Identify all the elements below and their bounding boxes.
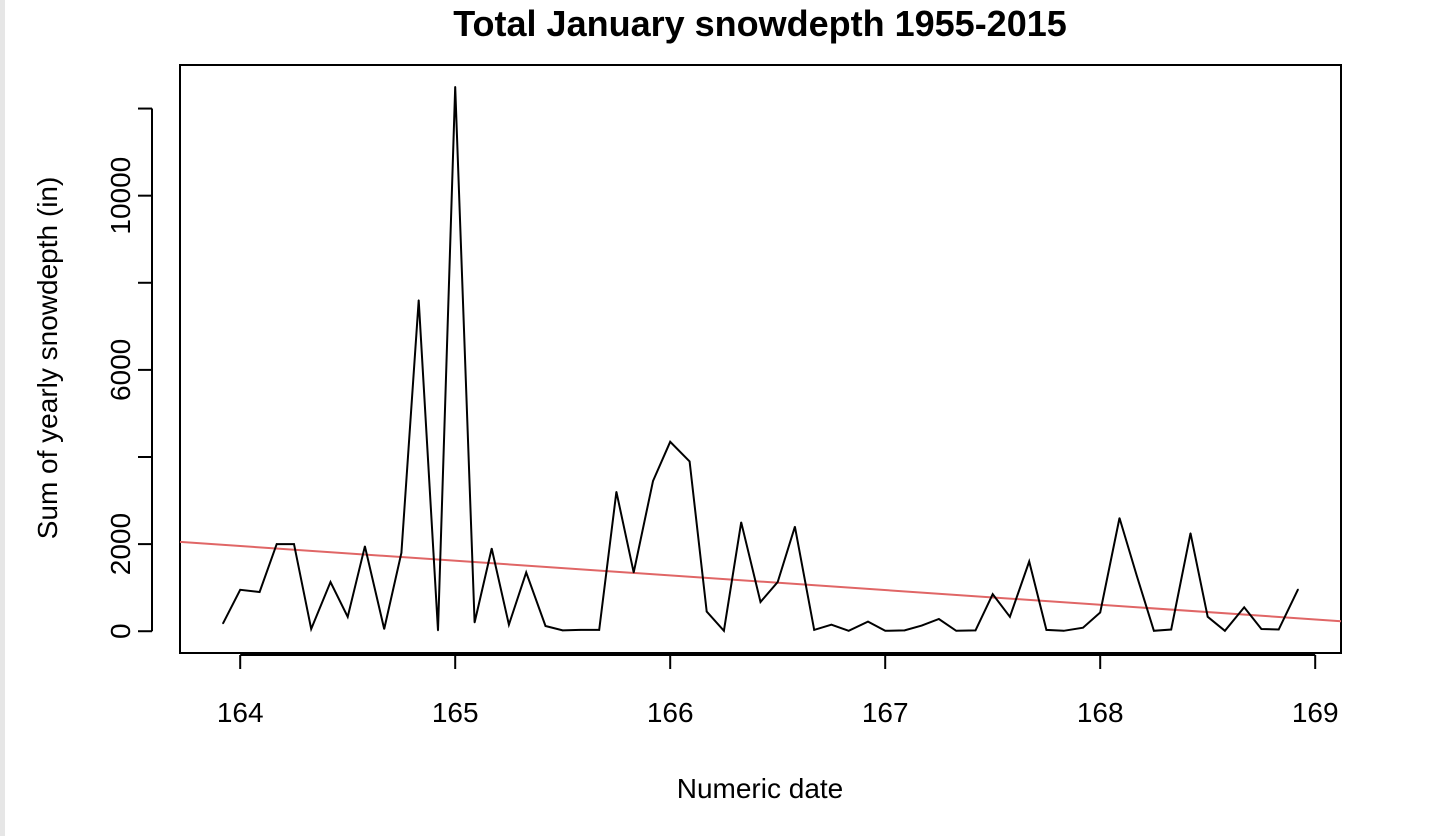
data-point [632, 571, 635, 574]
data-point [525, 571, 527, 574]
data-point [1297, 588, 1299, 591]
data-point [1118, 517, 1121, 519]
data-point [508, 623, 510, 626]
data-point [723, 630, 725, 632]
data-point [705, 610, 708, 613]
data-point [759, 601, 762, 603]
y-tick-label-2000: 2000 [105, 513, 136, 575]
data-point [329, 581, 332, 583]
data-point [561, 629, 564, 632]
data-point [544, 625, 547, 627]
data-point [884, 630, 886, 632]
data-point [847, 630, 850, 632]
data-point [867, 620, 869, 623]
data-point [364, 545, 366, 548]
series-group [222, 86, 1299, 634]
x-tick-label-166: 166 [647, 697, 694, 728]
y-tick-label-10000: 10000 [105, 157, 136, 235]
data-point [258, 591, 261, 593]
plot-frame [179, 64, 1342, 654]
data-point [437, 629, 439, 632]
chart-title: Total January snowdepth 1955-2015 [453, 3, 1067, 44]
data-point [1153, 630, 1155, 632]
data-point [1260, 628, 1263, 630]
trend-line [179, 540, 1342, 623]
data-point [903, 629, 906, 632]
data-point [974, 629, 977, 632]
data-point [688, 460, 691, 463]
data-point [813, 629, 815, 631]
data-point [1045, 629, 1048, 631]
data-point [830, 623, 833, 626]
data-point [222, 622, 224, 625]
data-point [417, 299, 420, 302]
data-point [1170, 628, 1172, 631]
data-point [346, 616, 349, 618]
x-tick-label-165: 165 [432, 697, 479, 728]
data-point [490, 547, 493, 550]
data-point [1224, 630, 1226, 632]
data-point [383, 628, 386, 630]
data-point [991, 593, 994, 595]
data-point [920, 624, 923, 627]
data-point [1206, 616, 1209, 618]
data-point [310, 628, 313, 630]
data-point [1062, 630, 1065, 632]
data-point [400, 552, 403, 554]
x-tick-label-168: 168 [1077, 697, 1124, 728]
series-line-0 [222, 86, 1299, 634]
data-point [1277, 628, 1280, 631]
data-point [955, 630, 957, 632]
data-point [1135, 574, 1138, 577]
data-point [1189, 532, 1192, 534]
data-point [579, 629, 581, 631]
data-point [776, 581, 779, 583]
x-tick-label-167: 167 [862, 697, 909, 728]
y-axis: 0 2000 6000 10000 [105, 107, 153, 639]
data-point [1009, 616, 1011, 618]
data-point [740, 521, 742, 524]
data-point [1082, 626, 1084, 629]
data-point [615, 491, 618, 493]
x-tick-label-169: 169 [1292, 697, 1339, 728]
data-point [1099, 611, 1101, 614]
data-point [1028, 560, 1030, 563]
data-point [1243, 606, 1245, 609]
y-tick-label-0: 0 [105, 623, 136, 639]
data-point [669, 441, 671, 443]
data-point [239, 589, 241, 591]
data-point [473, 621, 476, 624]
data-point [598, 629, 600, 631]
data-point [652, 480, 654, 482]
y-tick-label-6000: 6000 [105, 339, 136, 401]
data-point [794, 525, 796, 528]
trend-line-group [179, 540, 1342, 623]
left-edge-strip [0, 0, 5, 836]
y-axis-label: Sum of yearly snowdepth (in) [32, 177, 63, 540]
data-point [293, 543, 295, 545]
x-axis: 164 165 166 167 168 169 [217, 654, 1339, 728]
data-point [938, 618, 940, 620]
x-axis-label: Numeric date [677, 773, 844, 804]
data-point [454, 86, 457, 88]
x-tick-label-164: 164 [217, 697, 264, 728]
data-point [275, 543, 278, 545]
